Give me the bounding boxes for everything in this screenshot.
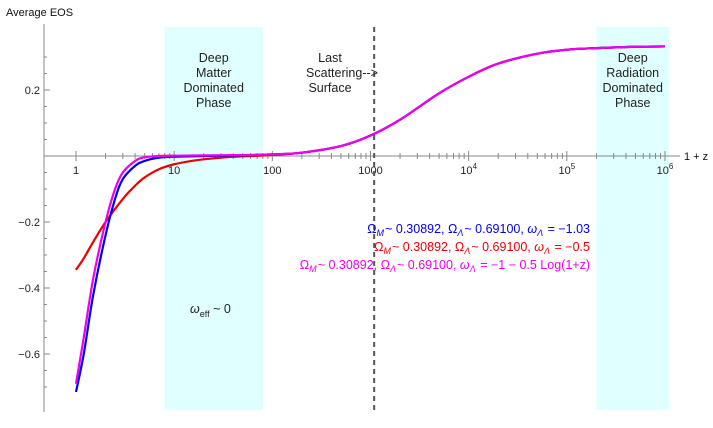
x-tick-label: 100 bbox=[263, 165, 281, 177]
y-tick-label: −0.6 bbox=[18, 349, 40, 361]
omega-eff-annotation: ωeff ~ 0 bbox=[190, 302, 231, 319]
region-label-1: Deep Matter Dominated Phase bbox=[184, 51, 244, 110]
chart-labels: Deep Matter Dominated Phase Deep Radiation Dom… bbox=[6, 7, 708, 319]
series-line-1 bbox=[74, 45, 666, 393]
y-axis-title: Average EOS bbox=[6, 7, 73, 19]
series-line-3 bbox=[74, 45, 666, 384]
x-tick-label: 106 bbox=[657, 162, 674, 177]
legend-entry-1: ΩM ~ 0.30892, ΩΛ ~ 0.69100, ωΛ = −1.03 bbox=[367, 222, 590, 238]
y-tick-label: −0.2 bbox=[18, 217, 40, 229]
legend-entry-3: ΩM ~ 0.30892, ΩΛ ~ 0.69100, ωΛ = −1 − 0.… bbox=[300, 258, 590, 274]
x-tick-label: 1 bbox=[73, 165, 79, 177]
y-tick-label: 0.2 bbox=[25, 85, 40, 97]
axes: 0.2 −0.2 −0.4 −0.6 1 10 100 1000 104 105 106 bbox=[18, 24, 680, 412]
y-tick-label: −0.4 bbox=[18, 283, 40, 295]
last-scattering-annotation: Last Scattering--> Surface bbox=[306, 51, 378, 95]
x-tick-label: 1000 bbox=[358, 165, 382, 177]
x-axis-title: 1 + z bbox=[684, 151, 708, 163]
x-tick-label: 104 bbox=[460, 162, 477, 177]
x-tick-label: 105 bbox=[558, 162, 575, 177]
phase-regions bbox=[164, 27, 670, 410]
series-lines bbox=[74, 45, 666, 393]
shaded-region-1 bbox=[164, 27, 263, 410]
shaded-region-2 bbox=[596, 27, 670, 410]
legend-entry-2: ΩM ~ 0.30892, ΩΛ ~ 0.69100, ωΛ = −0.5 bbox=[374, 240, 590, 256]
x-tick-label: 10 bbox=[168, 165, 180, 177]
region-label-2: Deep Radiation Dominated Phase bbox=[602, 51, 662, 110]
